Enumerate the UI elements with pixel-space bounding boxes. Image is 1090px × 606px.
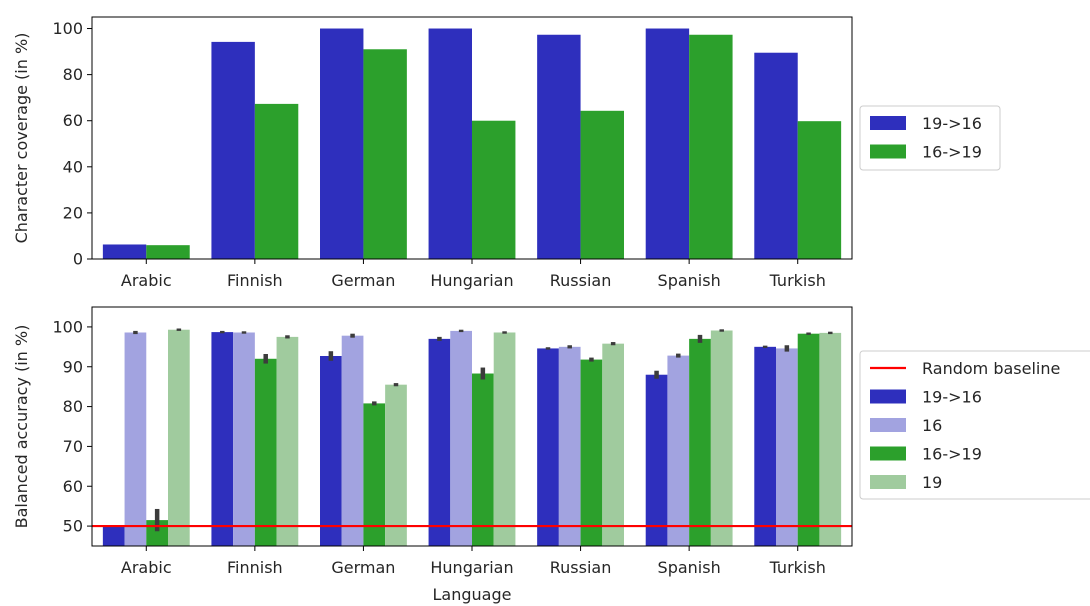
x-tick-label: Turkish: [769, 271, 826, 290]
x-tick-label: German: [331, 558, 395, 577]
bar-16-russian: [558, 346, 581, 546]
bar-1916-finnish: [211, 332, 234, 546]
bar-16-arabic: [124, 332, 147, 546]
bar-1619-finnish: [254, 358, 277, 546]
x-tick-label: Arabic: [121, 558, 172, 577]
bar-1619-spanish: [689, 34, 733, 259]
bar-16-finnish: [233, 332, 255, 546]
legend-label: 19->16: [922, 388, 982, 407]
bar-1619-turkish: [797, 121, 842, 260]
bar-1619-arabic: [146, 245, 190, 259]
legend-label: 19->16: [922, 114, 982, 133]
bar-1916-arabic: [102, 244, 147, 259]
bar-19-russian: [602, 343, 624, 546]
legend-label: 19: [922, 473, 942, 492]
bar-1619-turkish: [797, 333, 820, 546]
x-tick-label: Finnish: [227, 558, 283, 577]
bar-16-hungarian: [450, 330, 472, 546]
bar-1916-german: [320, 356, 342, 546]
bar-19-hungarian: [493, 332, 516, 546]
bar-19-finnish: [276, 336, 299, 547]
bar-19-spanish: [710, 330, 733, 546]
bar-1916-russian: [537, 34, 581, 259]
x-tick-label: Spanish: [658, 558, 721, 577]
y-tick-label: 20: [63, 203, 83, 222]
accuracy-panel: 50 60 70 80 90 100 Arabic Finnish German Hungaria…: [12, 306, 1090, 604]
bar-19-german: [385, 384, 407, 546]
legend-swatch: [870, 116, 906, 130]
bar-1619-russian: [580, 359, 603, 546]
bar-1916-russian: [537, 348, 559, 546]
y-axis-label: Character coverage (in %): [12, 33, 31, 244]
bar-16-turkish: [776, 348, 798, 546]
x-tick-label: German: [331, 271, 395, 290]
y-tick-label: 80: [63, 65, 83, 84]
x-tick-label: Hungarian: [430, 558, 513, 577]
bar-1619-hungarian: [472, 120, 516, 260]
x-tick-label: Spanish: [658, 271, 721, 290]
bar-16-spanish: [667, 355, 690, 546]
bar-1916-arabic: [102, 526, 125, 546]
y-tick-label: 60: [63, 477, 83, 496]
bar-1916-german: [320, 28, 364, 259]
legend-swatch: [870, 418, 906, 432]
legend-label: 16->19: [922, 445, 982, 464]
y-tick-label: 80: [63, 397, 83, 416]
y-tick-label: 0: [73, 250, 83, 269]
x-tick-label: Hungarian: [430, 271, 513, 290]
bar-19-turkish: [819, 332, 842, 546]
bar-1916-finnish: [211, 41, 255, 259]
bar-16-german: [341, 335, 364, 546]
legend-swatch: [870, 446, 906, 461]
y-tick-label: 50: [63, 517, 83, 536]
legend-label: 16->19: [922, 143, 982, 162]
bar-1916-turkish: [754, 52, 798, 259]
bar-1619-hungarian: [472, 373, 494, 546]
bar-1619-finnish: [254, 103, 299, 259]
x-tick-label: Russian: [550, 558, 612, 577]
bar-1619-russian: [580, 110, 624, 259]
x-tick-label: Finnish: [227, 271, 283, 290]
legend-swatch: [870, 475, 906, 489]
y-tick-label: 60: [63, 111, 83, 130]
y-axis-label: Balanced accuracy (in %): [12, 325, 31, 529]
legend-box: [859, 350, 1090, 500]
x-axis-label: Language: [433, 585, 512, 604]
bar-1619-german: [363, 403, 386, 546]
x-tick-label: Russian: [550, 271, 612, 290]
legend-swatch: [870, 144, 906, 159]
coverage-panel: 0 20 40 60 80 100 Arabic Finnish German Hungarian…: [12, 16, 1001, 290]
bar-1916-hungarian: [428, 28, 472, 259]
bar-1619-german: [363, 49, 407, 259]
legend-label: Random baseline: [922, 359, 1060, 378]
bar-19-arabic: [168, 329, 190, 546]
x-tick-label: Arabic: [121, 271, 172, 290]
y-tick-label: 70: [63, 437, 83, 456]
bar-1619-spanish: [689, 338, 711, 546]
bar-1916-hungarian: [428, 338, 451, 546]
legend-label: 16: [922, 416, 942, 435]
legend-swatch: [870, 389, 906, 404]
y-tick-label: 100: [52, 19, 83, 38]
y-tick-label: 40: [63, 157, 83, 176]
bar-1916-spanish: [645, 374, 668, 546]
y-tick-label: 90: [63, 357, 83, 376]
bar-1916-turkish: [754, 346, 776, 546]
y-tick-label: 100: [52, 317, 83, 336]
bar-1916-spanish: [645, 28, 690, 259]
x-tick-label: Turkish: [769, 558, 826, 577]
